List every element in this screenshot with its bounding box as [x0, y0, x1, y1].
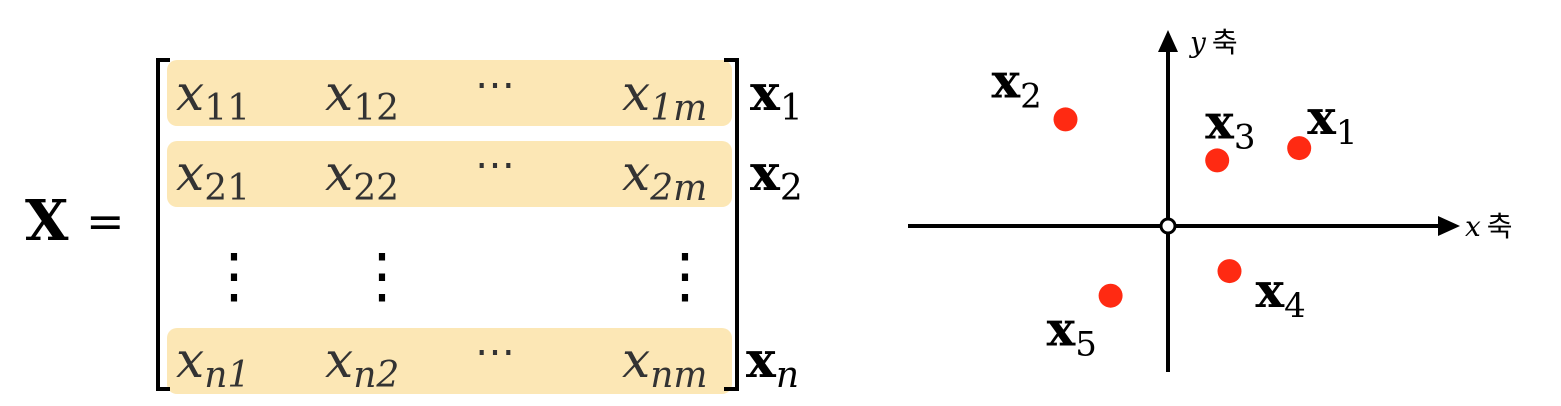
matrix-cell: x: [176, 144, 204, 202]
matrix-cell-dots: ⋯: [475, 142, 515, 188]
matrix-cell-dots: ⋯: [475, 329, 515, 375]
y-axis-arrowhead: [1158, 30, 1178, 52]
row-label: x2: [750, 143, 803, 209]
row-label: x1: [750, 63, 803, 129]
right-bracket: [724, 58, 739, 391]
matrix-row-1: x11 x12 ⋯ x1m x1: [176, 62, 803, 129]
matrix-cell: x: [622, 331, 650, 389]
svg-text:x1m: x1m: [622, 64, 707, 129]
matrix-cell-vdots: ⋮: [352, 241, 412, 311]
svg-text:x12: x12: [325, 64, 399, 129]
matrix-cell-subscript: n1: [204, 355, 250, 396]
svg-text:x22: x22: [325, 144, 399, 209]
row-n-highlight: [167, 328, 732, 394]
matrix-cell: x: [622, 144, 650, 202]
matrix-cell-vdots: ⋮: [204, 241, 264, 311]
point-label-2: x2: [992, 53, 1042, 116]
data-point-1: [1287, 136, 1312, 161]
point-label-3: x3: [1205, 94, 1255, 157]
matrix-cell-subscript: 12: [353, 88, 399, 129]
matrix-cell-subscript: n2: [353, 355, 399, 396]
matrix-cell: x: [325, 331, 353, 389]
matrix-cell: x: [176, 331, 204, 389]
matrix-cell-subscript: nm: [650, 355, 707, 396]
matrix-cell-subscript: 2m: [649, 168, 707, 209]
matrix-cell-dots: ⋯: [475, 62, 515, 108]
matrix-cell: x: [622, 64, 650, 122]
data-point-2: [1053, 107, 1078, 132]
matrix-cell-subscript: 21: [204, 168, 250, 209]
svg-text:xnm: xnm: [622, 331, 708, 396]
matrix-row-vdots: ⋮ ⋮ ⋮: [204, 241, 715, 311]
matrix-row-n: xn1 xn2 ⋯ xnm xn: [176, 329, 799, 396]
svg-text:x21: x21: [176, 144, 250, 209]
equals-sign: =: [86, 194, 125, 248]
x-axis-arrowhead: [1438, 216, 1460, 236]
matrix-equation: X = x11 x12 ⋯ x1m x1 x21 x22 ⋯ x2m x2 ⋮ …: [25, 58, 803, 396]
row-1-highlight: [167, 60, 732, 126]
svg-text:xn2: xn2: [325, 331, 399, 396]
origin-marker: [1159, 217, 1177, 235]
matrix-cell-subscript: 1m: [650, 88, 707, 129]
left-bracket: [156, 58, 170, 391]
point-label-4: x4: [1256, 263, 1306, 326]
data-point-4: [1217, 259, 1242, 284]
data-point-3: [1205, 148, 1230, 173]
svg-text:xn1: xn1: [176, 331, 250, 396]
matrix-cell-vdots: ⋮: [655, 241, 715, 311]
matrix-cell-subscript: 11: [204, 88, 250, 129]
row-label: xn: [746, 330, 799, 396]
matrix-cell: x: [325, 64, 353, 122]
point-label-5: x5: [1047, 302, 1097, 365]
matrix-cell: x: [176, 64, 204, 122]
matrix-cell-subscript: 22: [353, 168, 399, 209]
points-layer: x1 x2 x3 x4 x5: [992, 53, 1358, 364]
matrix-symbol: X: [25, 188, 69, 254]
matrix-cell: x: [325, 144, 353, 202]
svg-text:x2m: x2m: [622, 144, 707, 209]
row-2-highlight: [167, 141, 732, 207]
data-point-5: [1098, 283, 1123, 308]
matrix-row-2: x21 x22 ⋯ x2m x2: [176, 142, 803, 209]
point-label-1: x1: [1307, 90, 1357, 153]
svg-text:x11: x11: [176, 64, 250, 129]
